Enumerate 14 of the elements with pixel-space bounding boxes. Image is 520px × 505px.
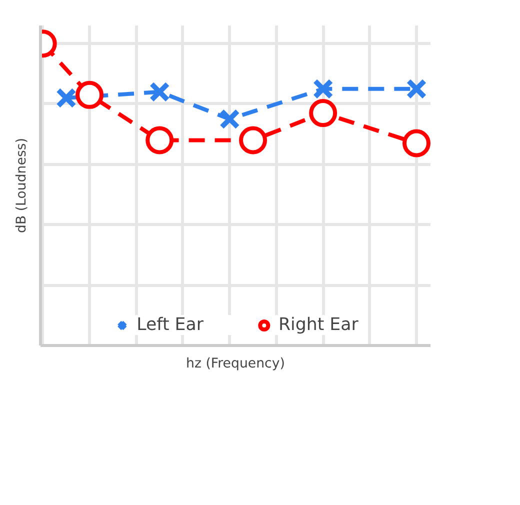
legend-label: Right Ear — [278, 315, 358, 335]
point — [56, 88, 76, 108]
point — [406, 78, 427, 100]
x-axis-title: hz (Frequency) — [186, 356, 285, 372]
point — [146, 126, 174, 154]
y-axis-title: dB (Loudness) — [14, 138, 30, 234]
point — [76, 80, 104, 109]
point — [219, 108, 240, 130]
point — [149, 82, 170, 102]
legend-label: Left Ear — [136, 315, 204, 335]
point — [239, 126, 268, 154]
point — [312, 78, 334, 100]
point — [309, 99, 338, 128]
point — [402, 129, 430, 158]
